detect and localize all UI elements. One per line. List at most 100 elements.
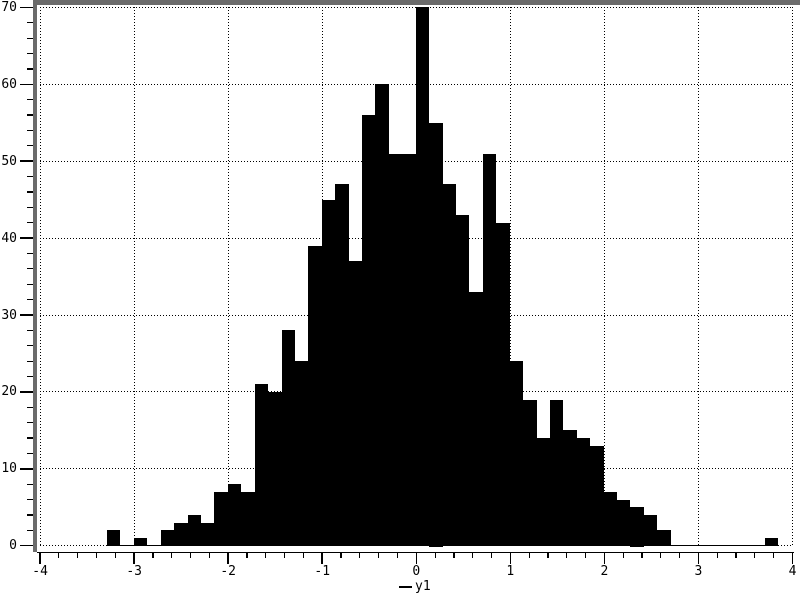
y-minor-tick (27, 268, 33, 270)
y-minor-tick (27, 252, 33, 255)
y-minor-tick (27, 514, 33, 516)
histogram-bar (509, 361, 524, 547)
x-minor-tick (95, 551, 98, 558)
x-minor-tick (189, 551, 192, 558)
histogram-bar (335, 184, 349, 547)
x-minor-tick (265, 551, 267, 558)
histogram-bar (456, 215, 470, 547)
x-gridline (603, 7, 605, 547)
x-minor-tick (246, 551, 248, 558)
y-major-tick (20, 544, 33, 547)
legend-label: y1 (415, 579, 431, 594)
y-minor-tick (27, 206, 33, 208)
y-minor-tick (27, 22, 33, 24)
x-tick-label: 0 (412, 564, 421, 579)
histogram-bar (227, 484, 242, 547)
y-tick-label: 60 (1, 76, 17, 92)
x-minor-tick (735, 551, 737, 558)
histogram-bar (549, 399, 564, 547)
x-minor-tick (208, 551, 210, 558)
histogram-bar (388, 153, 403, 547)
y-major-tick (20, 237, 33, 239)
y-tick-label: 20 (1, 384, 17, 400)
histogram-bar (429, 122, 443, 547)
x-minor-tick (453, 551, 455, 558)
y-minor-tick (27, 114, 33, 116)
x-minor-tick (716, 551, 718, 558)
histogram-bar (536, 438, 550, 547)
y-minor-tick (27, 483, 33, 485)
x-major-tick (321, 551, 323, 564)
x-major-tick (415, 551, 417, 564)
x-axis-line (36, 551, 795, 554)
legend: y1 (399, 579, 431, 594)
x-major-tick (697, 551, 700, 564)
x-tick-label: 3 (694, 564, 703, 579)
x-minor-tick (171, 551, 173, 558)
y-minor-tick (27, 129, 33, 132)
histogram-bar (563, 430, 577, 547)
histogram-bar (643, 514, 658, 547)
histogram-bar (590, 445, 604, 547)
x-tick-label: 2 (600, 564, 609, 579)
x-minor-tick (528, 551, 530, 558)
x-minor-tick (77, 551, 79, 558)
x-minor-tick (152, 551, 154, 558)
x-minor-tick (284, 551, 286, 558)
x-gridline (39, 7, 41, 547)
x-major-tick (39, 551, 41, 564)
histogram-bar (107, 530, 121, 547)
plot-frame-top (33, 0, 800, 5)
y-major-tick (20, 391, 33, 393)
y-minor-tick (27, 175, 33, 178)
x-minor-tick (396, 551, 399, 558)
x-minor-tick (340, 551, 342, 558)
x-minor-tick (679, 551, 681, 558)
y-minor-tick (27, 422, 33, 424)
x-minor-tick (472, 551, 474, 558)
histogram-bar (281, 330, 295, 547)
y-major-tick (20, 314, 33, 316)
x-tick-label: -4 (32, 564, 48, 579)
x-minor-tick (754, 551, 756, 558)
y-minor-tick (27, 299, 33, 301)
histogram-bar (442, 184, 456, 547)
histogram-bar (764, 538, 779, 547)
x-minor-tick (584, 551, 587, 558)
x-minor-tick (434, 551, 436, 558)
y-tick-label: 70 (1, 0, 17, 15)
histogram-bar (308, 245, 322, 547)
histogram-bar (496, 222, 510, 547)
y-minor-tick (27, 191, 33, 193)
x-minor-tick (58, 551, 60, 558)
x-minor-tick (490, 551, 493, 558)
x-major-tick (603, 551, 606, 564)
histogram-bar (133, 538, 148, 547)
y-minor-tick (27, 375, 33, 378)
histogram-bar (469, 291, 483, 547)
y-major-tick (20, 468, 33, 470)
x-tick-label: -2 (220, 564, 237, 579)
histogram-baseline (107, 544, 779, 547)
histogram-bar (254, 384, 269, 547)
x-gridline (509, 7, 511, 547)
histogram-bar (617, 499, 631, 547)
x-minor-tick (622, 551, 624, 558)
x-minor-tick (660, 551, 662, 558)
y-major-tick (20, 83, 33, 85)
y-tick-label: 40 (1, 230, 17, 246)
y-minor-tick (27, 99, 33, 101)
histogram-bar (268, 391, 282, 547)
histogram-bar (321, 199, 336, 547)
x-minor-tick (302, 551, 305, 558)
y-major-tick (20, 160, 33, 162)
x-major-tick (133, 551, 135, 564)
y-minor-tick (27, 498, 33, 501)
x-major-tick (509, 551, 512, 564)
histogram-bar (201, 522, 215, 547)
y-minor-tick (27, 329, 33, 331)
histogram-bar (348, 261, 363, 547)
y-minor-tick (27, 360, 33, 362)
histogram-bar (160, 530, 175, 547)
